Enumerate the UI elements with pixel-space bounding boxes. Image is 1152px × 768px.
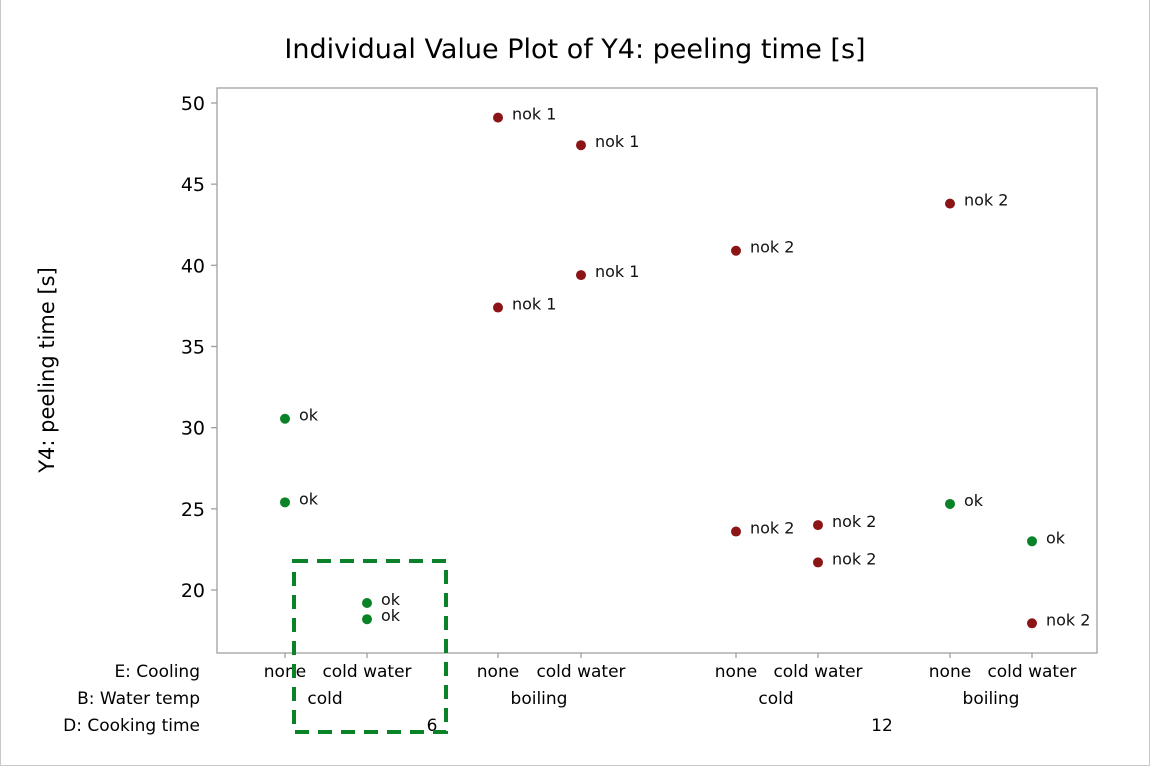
cooling-label: cold water [536, 662, 625, 682]
data-point-ok [362, 614, 372, 625]
data-point-nok [576, 140, 586, 151]
data-point-label: ok [299, 406, 319, 425]
highlight-box [292, 559, 448, 734]
cooking-time-label: 6 [427, 716, 438, 736]
water-temp-label: cold [758, 689, 793, 709]
cooling-label: cold water [322, 662, 411, 682]
data-point-nok [731, 245, 741, 256]
x-axis-ticks [284, 653, 1033, 658]
data-point-label: ok [964, 491, 984, 510]
data-point-label: nok 1 [595, 262, 639, 281]
chart-title: Individual Value Plot of Y4: peeling tim… [284, 34, 865, 65]
factor-row-label: E: Cooling [114, 662, 200, 682]
data-point-ok [280, 497, 290, 508]
water-temp-label: boiling [963, 689, 1020, 709]
data-point-nok [945, 198, 955, 209]
y-tick-label: 45 [181, 174, 205, 196]
data-point-label: nok 2 [832, 549, 876, 568]
cooling-label: none [477, 662, 519, 682]
cooling-label: none [715, 662, 757, 682]
data-point-nok [576, 270, 586, 281]
y-tick-label: 20 [181, 580, 205, 602]
y-tick-label: 40 [181, 255, 205, 277]
y-tick-label: 50 [181, 93, 205, 115]
cooling-label: none [929, 662, 971, 682]
data-point-label: nok 2 [1046, 610, 1090, 629]
data-point-nok [813, 520, 823, 531]
y-tick-label: 30 [181, 418, 205, 440]
data-point-nok [493, 302, 503, 313]
data-point-nok [813, 557, 823, 568]
cooling-label: cold water [987, 662, 1076, 682]
data-point-label: nok 2 [750, 519, 794, 538]
data-point-label: ok [299, 489, 319, 508]
y-axis-label: Y4: peeling time [s] [35, 267, 59, 474]
cooling-label: none [264, 662, 306, 682]
data-point-ok [945, 498, 955, 509]
data-point-ok [362, 597, 372, 608]
factor-row-label: D: Cooking time [63, 716, 200, 736]
data-point-label: ok [1046, 528, 1066, 547]
data-point-ok [280, 413, 290, 424]
data-point-nok [731, 526, 741, 537]
factor-labels: E: Cooling B: Water temp D: Cooking time no… [63, 662, 1076, 736]
data-point-label: nok 2 [750, 238, 794, 257]
data-point-label: nok 2 [964, 191, 1008, 210]
data-point-label: ok [381, 590, 401, 609]
data-point-label: nok 1 [512, 295, 556, 314]
data-point-label: ok [381, 606, 401, 625]
plot-area [216, 87, 1098, 654]
data-point-ok [1027, 536, 1037, 547]
y-tick-label: 35 [181, 337, 205, 359]
water-temp-label: boiling [511, 689, 568, 709]
water-temp-label: cold [307, 689, 342, 709]
y-axis-ticks: 20 25 30 35 40 45 50 [181, 93, 217, 602]
data-point-label: nok 1 [512, 105, 556, 124]
data-point-label: nok 2 [832, 512, 876, 531]
y-tick-label: 25 [181, 499, 205, 521]
data-point-nok [1027, 618, 1037, 629]
factor-row-label: B: Water temp [77, 689, 200, 709]
data-point-nok [493, 112, 503, 123]
cooking-time-label: 12 [871, 716, 893, 736]
cooling-label: cold water [773, 662, 862, 682]
data-point-label: nok 1 [595, 132, 639, 151]
